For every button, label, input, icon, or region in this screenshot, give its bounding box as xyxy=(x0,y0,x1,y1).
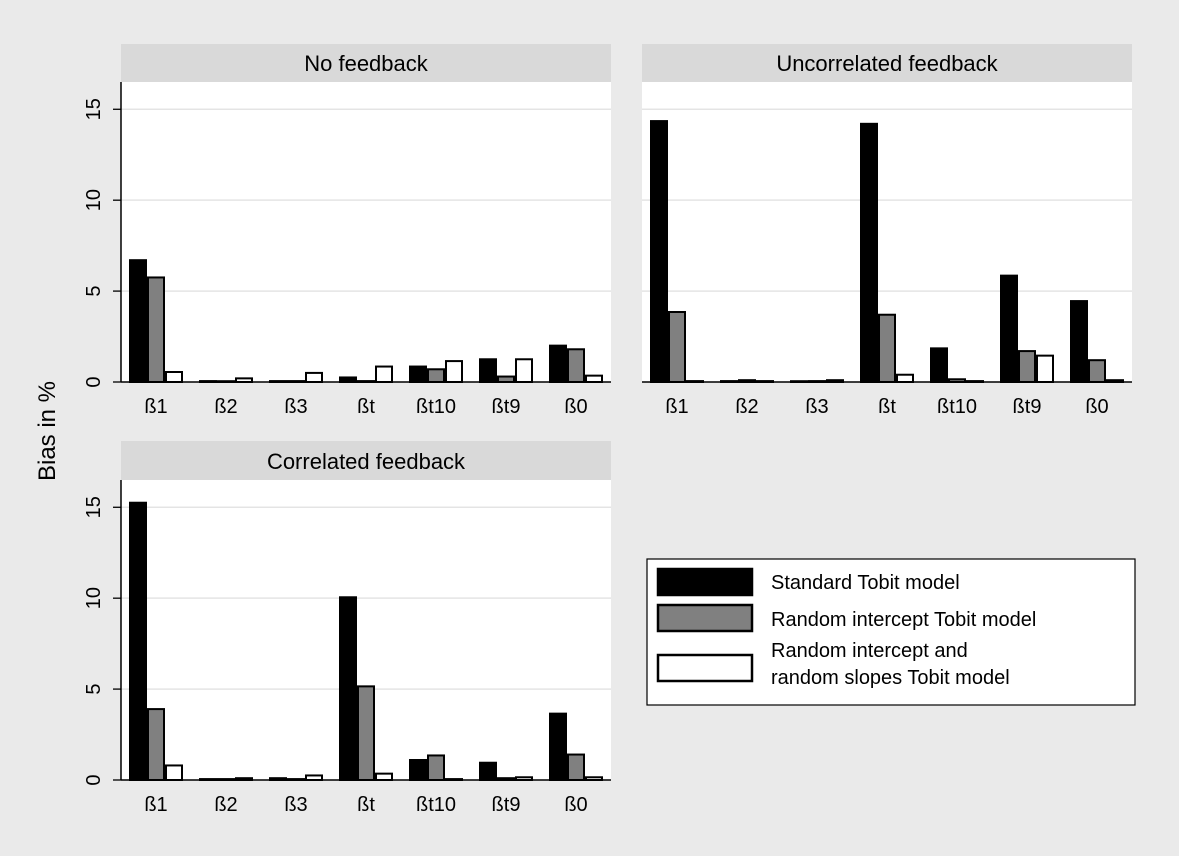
panel-1-x-tick-label: ß3 xyxy=(805,396,828,418)
panel-1-x-tick-label: ßt xyxy=(878,396,896,418)
panel-1-x-tick-label: ßt9 xyxy=(1013,396,1042,418)
panel-1-x-tick-label: ßt10 xyxy=(937,396,977,418)
legend-key-1 xyxy=(656,603,754,633)
panel-1-title: Uncorrelated feedback xyxy=(776,51,998,76)
panel-2-y-tick-label: 0 xyxy=(83,774,105,785)
panel-1-bar-ßt9-s2 xyxy=(1036,354,1054,383)
panel-1-x-tick-label: ß1 xyxy=(665,396,688,418)
legend-label-2: Random intercept and xyxy=(771,640,968,662)
panel-0-bar-ßt9-s1 xyxy=(497,375,515,383)
panel-0-x-tick-label: ß3 xyxy=(284,396,307,418)
panel-2-y-tick-label: 15 xyxy=(83,496,105,518)
panel-0-bar-ßt10-s1 xyxy=(427,368,445,384)
panel-2-bar-ßt10-s1 xyxy=(427,754,445,781)
panel-2-bar-ß1-s0 xyxy=(129,501,147,781)
panel-2-x-tick-label: ßt10 xyxy=(416,794,456,816)
panel-1-x-tick-label: ß0 xyxy=(1085,396,1108,418)
panel-1-bar-ß0-s1 xyxy=(1088,359,1106,384)
panel-0-bar-ß1-s0 xyxy=(129,259,147,384)
y-axis-label: Bias in % xyxy=(34,381,61,481)
panel-2-x-tick-label: ßt xyxy=(357,794,375,816)
panel-0-x-tick-label: ßt9 xyxy=(492,396,521,418)
panel-0-x-tick-label: ßt10 xyxy=(416,396,456,418)
panel-2-bar-ßt9-s0 xyxy=(479,761,497,782)
panel-0-x-tick-label: ß0 xyxy=(564,396,587,418)
panel-0-bar-ßt10-s0 xyxy=(409,365,427,383)
panel-0-bar-ß1-s2 xyxy=(165,371,183,383)
panel-1-strip xyxy=(642,44,1132,82)
panel-2-x-tick-label: ß1 xyxy=(144,794,167,816)
panel-0-bar-ßt9-s2 xyxy=(515,358,533,384)
panel-0-y-tick-label: 15 xyxy=(83,98,105,120)
legend-label-1: Random intercept Tobit model xyxy=(771,609,1036,631)
panel-2-x-tick-label: ßt9 xyxy=(492,794,521,816)
panel-0-bar-ß0-s1 xyxy=(567,348,585,384)
panel-2-bar-ßt-s1 xyxy=(357,685,375,782)
panel-2-y-tick-label: 5 xyxy=(83,684,105,695)
panel-0-x-tick-label: ß1 xyxy=(144,396,167,418)
panel-2-bar-ß1-s1 xyxy=(147,708,165,781)
panel-1-bar-ßt-s2 xyxy=(896,373,914,383)
panel-2-x-tick-label: ß2 xyxy=(214,794,237,816)
panel-0-bar-ß1-s1 xyxy=(147,276,165,384)
panel-1-bar-ßt10-s0 xyxy=(930,347,948,384)
panel-0-bar-ß0-s0 xyxy=(549,344,567,383)
panel-2-bar-ß0-s1 xyxy=(567,753,585,782)
panel-2-strip xyxy=(121,441,611,480)
panel-0-plot-area xyxy=(121,82,611,382)
panel-0-bar-ß0-s2 xyxy=(585,374,603,383)
legend-key-0 xyxy=(656,567,754,597)
panel-1-bar-ß0-s0 xyxy=(1070,300,1088,383)
panel-0-x-tick-label: ß2 xyxy=(214,396,237,418)
panel-0-strip xyxy=(121,44,611,82)
panel-0-bar-ß3-s2 xyxy=(305,371,323,383)
panel-2-y-tick-label: 10 xyxy=(83,587,105,609)
panel-1-bar-ß1-s1 xyxy=(668,311,686,383)
legend-label-2: random slopes Tobit model xyxy=(771,667,1010,689)
panel-1-bar-ßt9-s1 xyxy=(1018,350,1036,384)
panel-2-title: Correlated feedback xyxy=(267,449,466,474)
panel-2-x-tick-label: ß0 xyxy=(564,794,587,816)
legend-key-2 xyxy=(656,653,754,683)
panel-0-title: No feedback xyxy=(304,51,429,76)
panel-0-y-tick-label: 10 xyxy=(83,189,105,211)
panel-2-bar-ß0-s0 xyxy=(549,712,567,781)
panel-1-bar-ßt-s1 xyxy=(878,313,896,383)
panel-2-bar-ß1-s2 xyxy=(165,764,183,781)
panel-1-x-tick-label: ß2 xyxy=(735,396,758,418)
panel-0-bar-ßt10-s2 xyxy=(445,360,463,384)
panel-1-bar-ßt-s0 xyxy=(860,122,878,384)
panel-1-bar-ßt9-s0 xyxy=(1000,274,1018,383)
panel-2-bar-ßt-s2 xyxy=(375,772,393,781)
panel-2-x-tick-label: ß3 xyxy=(284,794,307,816)
panel-1-bar-ß1-s0 xyxy=(650,120,668,383)
panel-0-y-tick-label: 5 xyxy=(83,286,105,297)
panel-0-y-tick-label: 0 xyxy=(83,376,105,387)
panel-2-bar-ßt10-s0 xyxy=(409,759,427,781)
panel-0-bar-ßt9-s0 xyxy=(479,358,497,384)
panel-2-bar-ßt-s0 xyxy=(339,596,357,781)
panel-0-x-tick-label: ßt xyxy=(357,396,375,418)
panel-0-bar-ßt-s2 xyxy=(375,365,393,383)
legend-label-0: Standard Tobit model xyxy=(771,572,960,594)
